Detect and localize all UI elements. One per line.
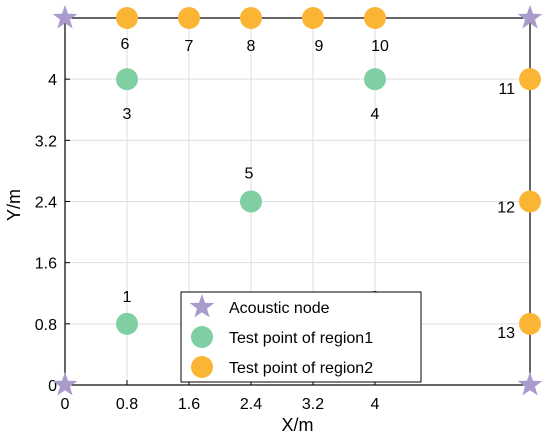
test-point-marker bbox=[116, 68, 138, 91]
test-point-marker bbox=[364, 68, 386, 91]
acoustic-node-star bbox=[52, 5, 78, 29]
x-tick-label: 4 bbox=[371, 396, 380, 413]
point-label: 11 bbox=[498, 81, 515, 98]
test-point-marker bbox=[116, 312, 138, 335]
point-label: 13 bbox=[497, 325, 515, 342]
test-point-marker bbox=[240, 190, 262, 213]
acoustic-node-star bbox=[52, 372, 78, 396]
acoustic-node-star bbox=[517, 372, 543, 396]
legend-circle-marker bbox=[191, 356, 213, 378]
point-label: 4 bbox=[371, 106, 380, 123]
test-point-marker bbox=[519, 312, 541, 335]
legend-entry-label: Test point of region1 bbox=[229, 330, 373, 347]
legend: Acoustic node Test point of region1 Test p… bbox=[180, 291, 422, 383]
test-point-marker bbox=[116, 7, 138, 29]
point-label: 9 bbox=[315, 38, 324, 55]
test-point-marker bbox=[302, 7, 324, 29]
legend-star-marker bbox=[189, 294, 215, 318]
legend-circle-marker bbox=[191, 326, 213, 348]
point-label: 5 bbox=[245, 166, 254, 183]
point-label: 10 bbox=[371, 38, 389, 55]
acoustic-node-star bbox=[517, 5, 543, 29]
x-tick-label: 3.2 bbox=[302, 396, 324, 413]
x-tick-label: 0.8 bbox=[116, 396, 138, 413]
point-label: 3 bbox=[123, 106, 132, 123]
legend-entry-label: Acoustic node bbox=[229, 300, 330, 317]
point-label: 1 bbox=[123, 289, 132, 306]
point-label: 8 bbox=[247, 38, 256, 55]
data-points: 12345678910111213 bbox=[52, 5, 543, 396]
y-tick-label: 0 bbox=[48, 378, 57, 395]
x-tick-label: 0 bbox=[61, 396, 70, 413]
point-label: 12 bbox=[497, 200, 515, 217]
y-tick-label: 4 bbox=[48, 72, 57, 89]
x-axis-label: X/m bbox=[281, 415, 313, 435]
x-tick-label: 1.6 bbox=[178, 396, 200, 413]
point-label: 7 bbox=[185, 38, 194, 55]
x-tick-label: 2.4 bbox=[240, 396, 262, 413]
point-label: 6 bbox=[121, 36, 130, 53]
test-point-marker bbox=[178, 7, 200, 29]
y-tick-label: 2.4 bbox=[35, 195, 57, 212]
test-point-marker bbox=[240, 7, 262, 29]
legend-entry-label: Test point of region2 bbox=[229, 360, 373, 377]
y-tick-label: 0.8 bbox=[35, 317, 57, 334]
legend-box bbox=[180, 291, 422, 383]
test-point-marker bbox=[519, 68, 541, 91]
y-axis-label: Y/m bbox=[4, 189, 24, 221]
axis-ticks: 0 0.8 1.6 2.4 3.2 4 0 0.8 1.6 2.4 3.2 4 bbox=[35, 72, 380, 413]
y-tick-label: 1.6 bbox=[35, 256, 57, 273]
test-point-marker bbox=[519, 190, 541, 213]
test-point-marker bbox=[364, 7, 386, 29]
y-tick-label: 3.2 bbox=[35, 133, 57, 150]
